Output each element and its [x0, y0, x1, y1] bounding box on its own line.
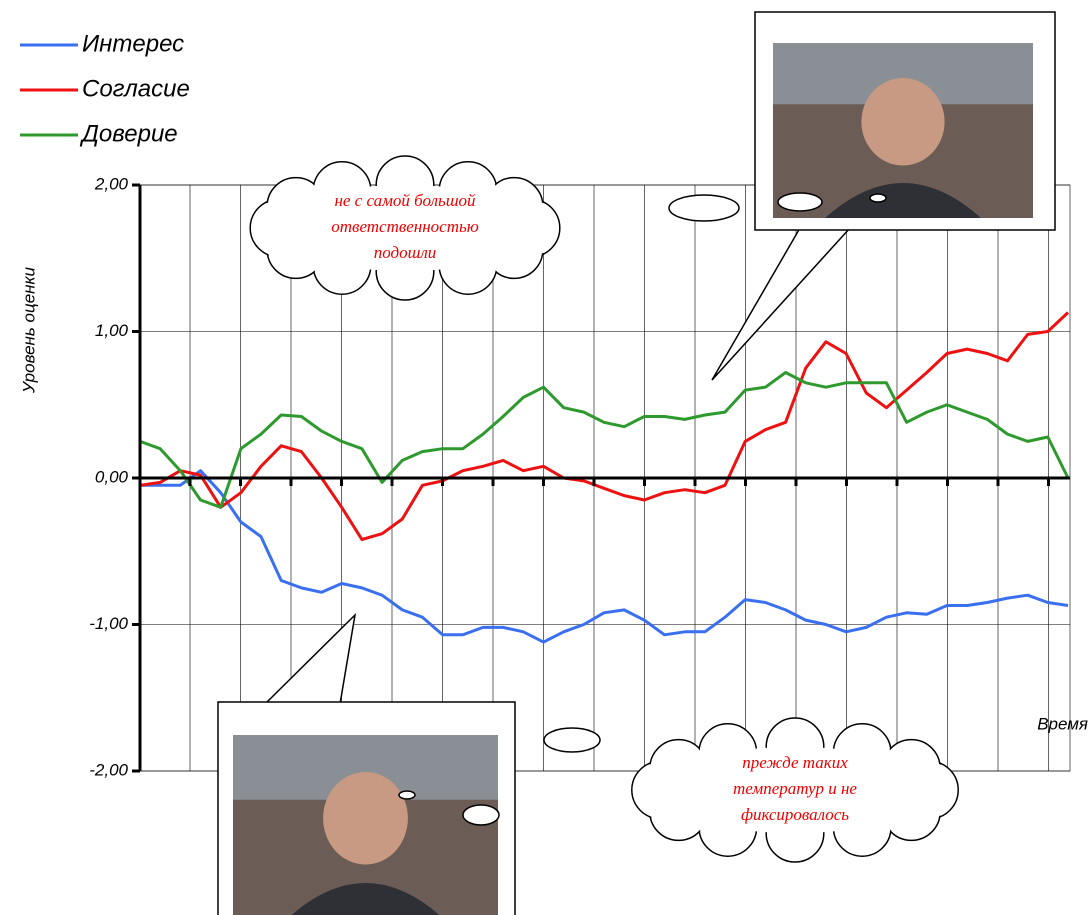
annotation-text: прежде таких	[742, 753, 848, 772]
callout-pointer	[711, 227, 852, 381]
legend: Интерес Согласие Доверие	[20, 30, 190, 147]
photo-suit	[291, 883, 440, 915]
annotation-text: не с самой большой	[334, 191, 476, 210]
callout-pointer	[263, 612, 357, 705]
y-tick-label: -1,00	[89, 614, 128, 633]
photo-person	[323, 772, 408, 865]
thought-bubble	[668, 194, 740, 222]
annotation-text: ответственностью	[331, 217, 478, 236]
photo-person	[861, 78, 945, 166]
annotation-text: подошли	[374, 243, 437, 262]
thought-bubble	[398, 790, 416, 800]
y-axis-label: Уровень оценки	[19, 266, 38, 394]
legend-label: Доверие	[79, 120, 178, 147]
y-tick-label: 1,00	[95, 321, 129, 340]
thought-bubble	[543, 727, 601, 753]
thought-bubble	[869, 193, 887, 203]
callouts: не с самой большой ответственностью подошл…	[217, 11, 1056, 915]
photo-suit	[825, 183, 981, 218]
x-axis-label: Время	[1037, 714, 1088, 733]
y-tick-label: 2,00	[94, 174, 129, 193]
cloud-core	[279, 184, 531, 272]
thought-bubble	[777, 192, 823, 212]
y-tick-label: 0,00	[95, 467, 129, 486]
cloud-core	[660, 746, 930, 834]
series-line	[139, 311, 1070, 541]
series-line	[140, 469, 1069, 644]
axes: -2,00 -1,00 0,00 1,00 2,00	[89, 174, 1070, 779]
annotation-text: температур и не	[733, 779, 857, 798]
series-line	[139, 371, 1070, 509]
y-tick-label: -2,00	[89, 760, 128, 779]
thought-bubble	[462, 804, 500, 826]
legend-label: Интерес	[82, 30, 184, 57]
annotation-text: фиксировалось	[741, 805, 849, 824]
legend-label: Согласие	[82, 75, 190, 102]
lines	[139, 311, 1070, 644]
